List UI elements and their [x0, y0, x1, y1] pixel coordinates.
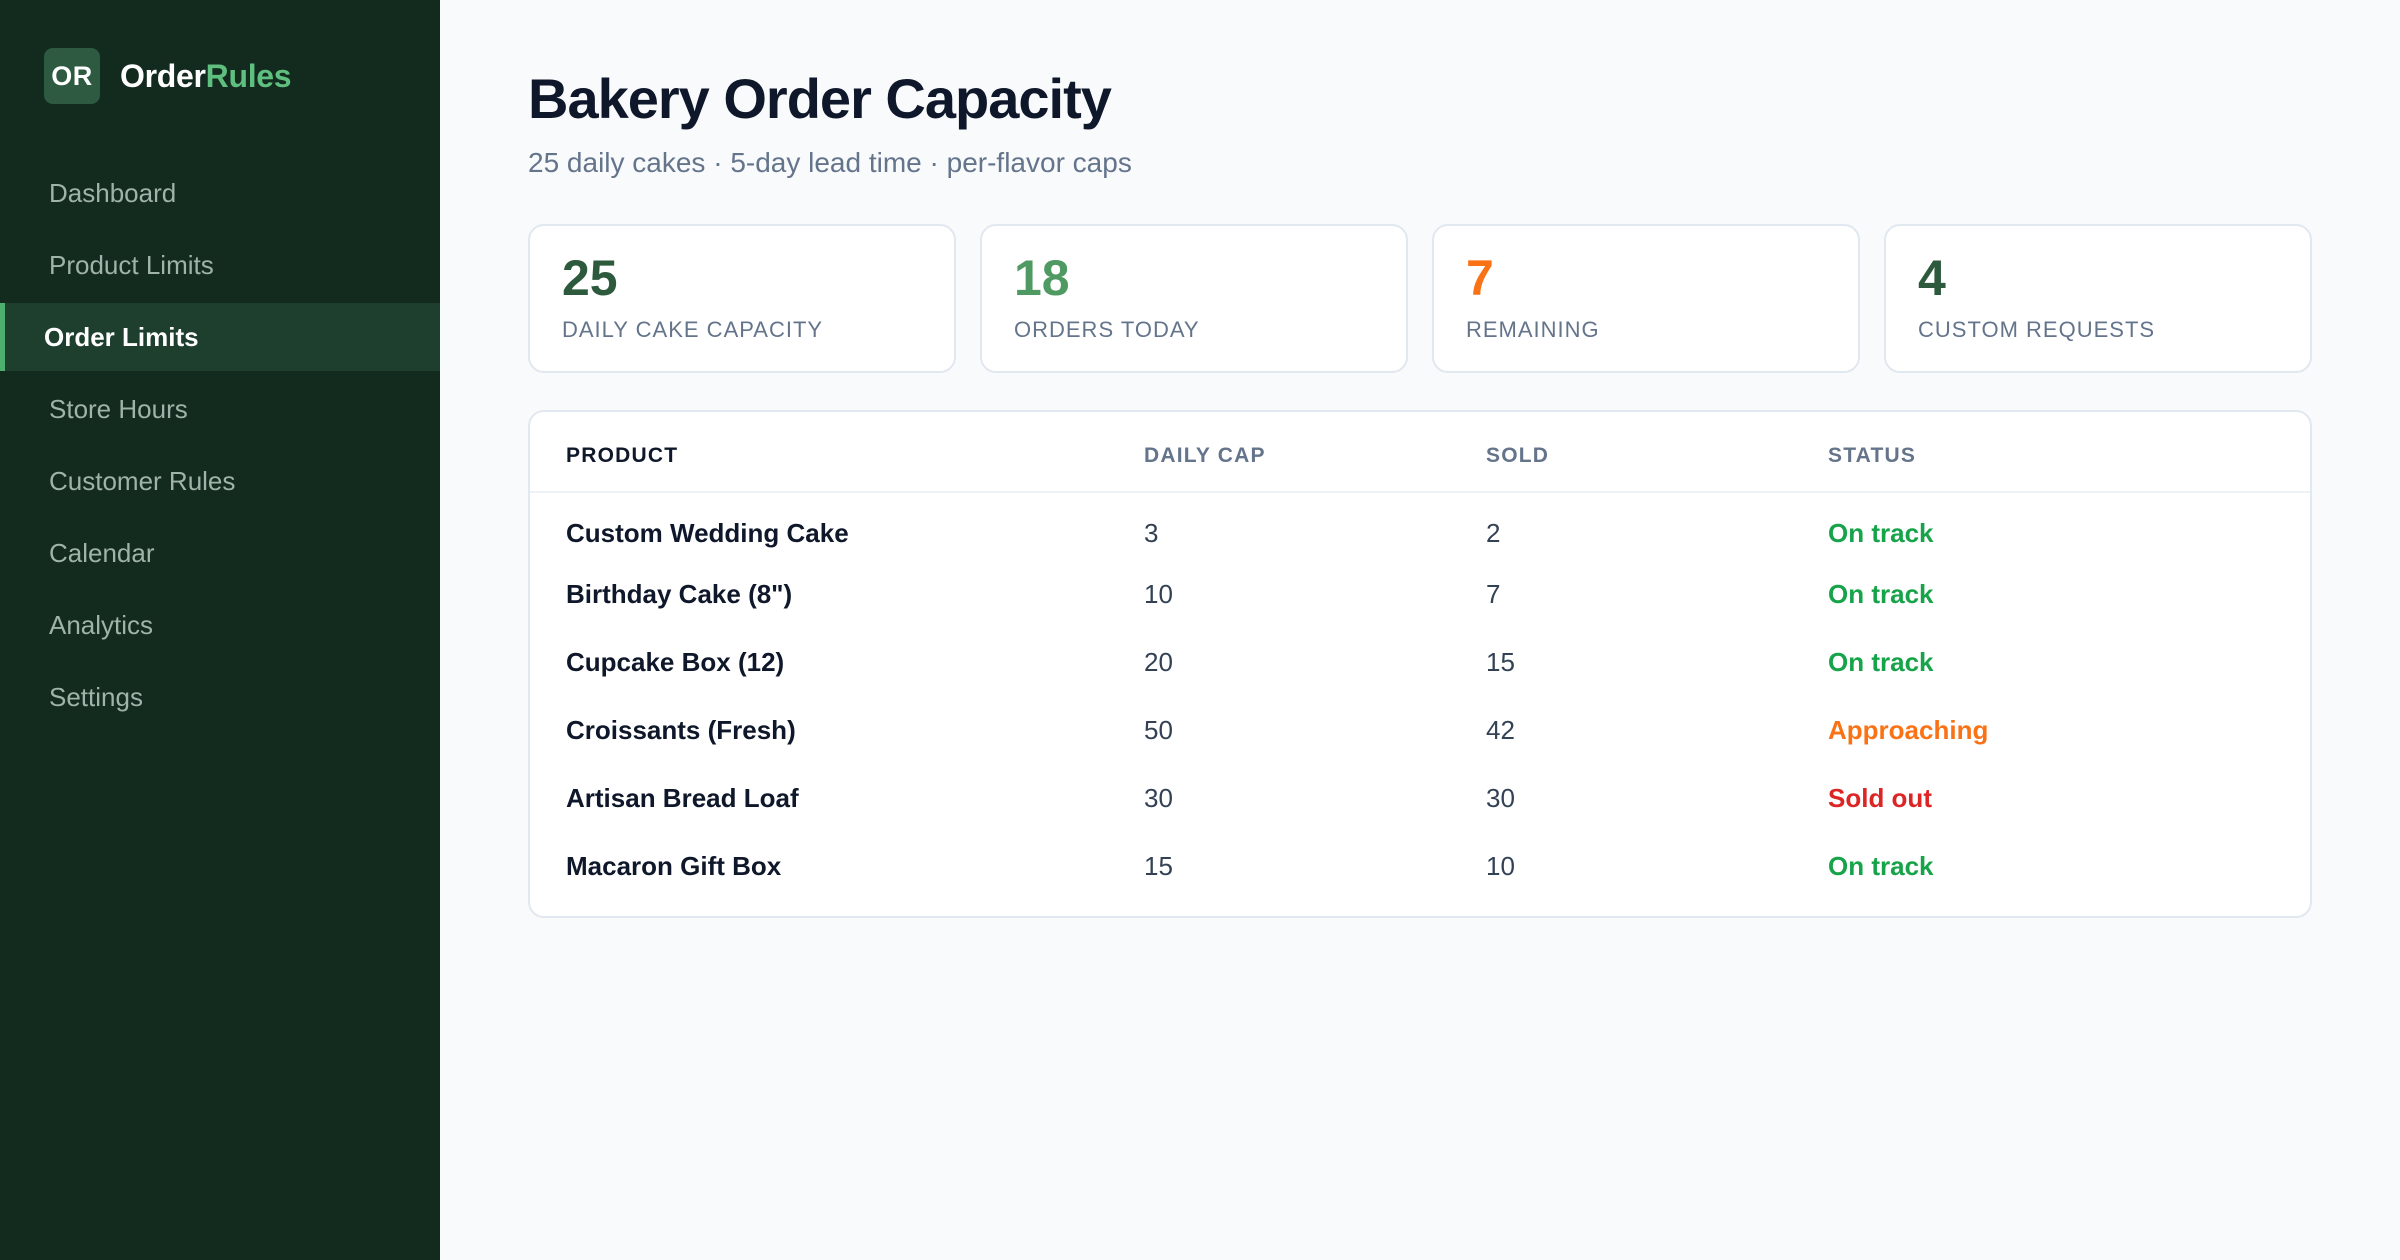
sold-cell: 7 [1486, 578, 1501, 609]
stat-card-orders-today: 18 Orders Today [980, 224, 1408, 373]
sold-cell: 30 [1486, 782, 1515, 813]
status-cell: On track [1828, 646, 1934, 677]
brand-logo-icon: OR [44, 48, 100, 104]
sold-cell: 10 [1486, 850, 1515, 881]
daily-cap-cell: 50 [1144, 714, 1173, 745]
stat-value: 25 [562, 250, 618, 306]
status-cell: Approaching [1828, 714, 1989, 745]
sidebar-item-label: Product Limits [49, 249, 214, 280]
table-body: Custom Wedding Cake 3 2 On track Birthda… [530, 492, 2310, 900]
stat-card-daily-capacity: 25 Daily Cake Capacity [528, 224, 956, 373]
sidebar-item-label: Store Hours [49, 393, 188, 424]
page-title: Bakery Order Capacity [528, 67, 1112, 130]
brand-name-primary: Order [120, 57, 206, 94]
product-name-cell: Macaron Gift Box [566, 850, 782, 881]
table-row[interactable]: Artisan Bread Loaf 30 30 Sold out [530, 764, 2310, 832]
stats-row: 25 Daily Cake Capacity 18 Orders Today 7… [528, 224, 2312, 373]
product-name-cell: Custom Wedding Cake [566, 518, 849, 548]
stat-card-remaining: 7 Remaining [1432, 224, 1860, 373]
stat-label: Remaining [1466, 316, 1600, 342]
sidebar: OR OrderRules Dashboard Product Limits O… [0, 0, 440, 1260]
table-row[interactable]: Croissants (Fresh) 50 42 Approaching [530, 696, 2310, 764]
daily-cap-cell: 30 [1144, 782, 1173, 813]
status-cell: On track [1828, 850, 1934, 881]
sold-cell: 2 [1486, 518, 1501, 548]
column-header-sold[interactable]: Sold [1486, 443, 1550, 467]
sidebar-item-calendar[interactable]: Calendar [0, 519, 440, 587]
sidebar-item-order-limits[interactable]: Order Limits [0, 303, 440, 371]
stat-value: 18 [1014, 250, 1070, 306]
product-name-cell: Cupcake Box (12) [566, 646, 785, 677]
brand-name-accent: Rules [205, 57, 292, 94]
stat-label: Daily Cake Capacity [562, 316, 824, 342]
sidebar-item-customer-rules[interactable]: Customer Rules [0, 447, 440, 515]
sidebar-item-label: Calendar [49, 537, 155, 568]
sidebar-item-analytics[interactable]: Analytics [0, 591, 440, 659]
daily-cap-cell: 10 [1144, 578, 1173, 609]
product-name-cell: Croissants (Fresh) [566, 714, 796, 745]
sidebar-item-label: Customer Rules [49, 465, 236, 496]
table-row[interactable]: Custom Wedding Cake 3 2 On track [530, 492, 2310, 560]
stat-label: Custom Requests [1918, 316, 2156, 342]
sidebar-item-dashboard[interactable]: Dashboard [0, 159, 440, 227]
sold-cell: 15 [1486, 646, 1515, 677]
table-header: Product Daily Cap Sold Status [530, 412, 2310, 492]
product-limits-table: Product Daily Cap Sold Status Custom Wed… [530, 412, 2310, 900]
product-limits-table-card: Product Daily Cap Sold Status Custom Wed… [528, 410, 2312, 918]
main-content: Bakery Order Capacity 25 daily cakes · 5… [440, 0, 2400, 1260]
sidebar-item-settings[interactable]: Settings [0, 663, 440, 731]
column-header-product[interactable]: Product [566, 443, 679, 467]
daily-cap-cell: 20 [1144, 646, 1173, 677]
daily-cap-cell: 15 [1144, 850, 1173, 881]
stat-label: Orders Today [1014, 316, 1200, 342]
table-row[interactable]: Cupcake Box (12) 20 15 On track [530, 628, 2310, 696]
sidebar-item-label: Analytics [49, 609, 154, 640]
sold-cell: 42 [1486, 714, 1515, 745]
sidebar-item-product-limits[interactable]: Product Limits [0, 231, 440, 299]
sidebar-item-label: Settings [49, 681, 143, 712]
status-cell: On track [1828, 518, 1934, 548]
product-name-cell: Artisan Bread Loaf [566, 782, 799, 813]
status-cell: Sold out [1828, 782, 1932, 813]
column-header-daily-cap[interactable]: Daily Cap [1144, 443, 1266, 467]
brand[interactable]: OR OrderRules [44, 48, 292, 104]
status-cell: On track [1828, 578, 1934, 609]
stat-value: 7 [1466, 250, 1494, 306]
sidebar-nav: Dashboard Product Limits Order Limits St… [0, 159, 440, 735]
stat-value: 4 [1918, 250, 1946, 306]
daily-cap-cell: 3 [1144, 518, 1159, 548]
sidebar-item-label: Dashboard [49, 177, 177, 208]
sidebar-item-store-hours[interactable]: Store Hours [0, 375, 440, 443]
brand-name: OrderRules [120, 57, 292, 95]
page-subtitle: 25 daily cakes · 5-day lead time · per-f… [528, 147, 1132, 178]
product-name-cell: Birthday Cake (8") [566, 578, 793, 609]
table-header-row: Product Daily Cap Sold Status [530, 412, 2310, 492]
column-header-status[interactable]: Status [1828, 443, 1917, 467]
table-row[interactable]: Macaron Gift Box 15 10 On track [530, 832, 2310, 900]
table-row[interactable]: Birthday Cake (8") 10 7 On track [530, 560, 2310, 628]
sidebar-item-label: Order Limits [44, 321, 199, 352]
stat-card-custom-requests: 4 Custom Requests [1884, 224, 2312, 373]
